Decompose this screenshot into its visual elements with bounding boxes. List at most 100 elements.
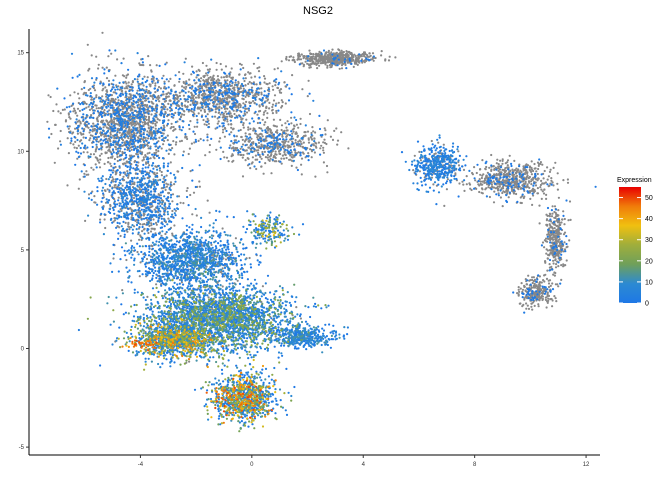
point bbox=[260, 87, 263, 90]
point bbox=[137, 123, 140, 126]
point bbox=[101, 89, 104, 92]
point bbox=[120, 303, 123, 306]
point bbox=[291, 156, 294, 159]
point bbox=[540, 288, 543, 291]
point bbox=[158, 136, 161, 139]
point bbox=[231, 128, 234, 131]
point bbox=[465, 183, 468, 186]
point bbox=[173, 153, 176, 156]
point bbox=[205, 80, 208, 83]
point bbox=[101, 95, 104, 98]
point bbox=[306, 62, 309, 65]
point bbox=[192, 94, 195, 97]
point bbox=[155, 240, 158, 243]
point bbox=[61, 108, 64, 111]
point bbox=[250, 82, 253, 85]
point bbox=[312, 55, 315, 58]
point bbox=[92, 141, 95, 144]
point bbox=[310, 52, 313, 56]
point bbox=[256, 146, 259, 149]
point bbox=[282, 157, 286, 160]
point bbox=[266, 83, 269, 86]
point bbox=[532, 169, 535, 173]
point bbox=[141, 121, 144, 124]
point bbox=[82, 151, 85, 154]
point bbox=[555, 263, 558, 266]
point bbox=[263, 150, 266, 153]
point bbox=[548, 258, 552, 262]
point bbox=[479, 173, 482, 176]
point bbox=[131, 182, 134, 185]
point bbox=[162, 106, 165, 109]
point bbox=[115, 114, 118, 118]
point bbox=[78, 140, 82, 143]
point bbox=[461, 180, 464, 183]
point bbox=[301, 146, 304, 149]
point bbox=[110, 52, 113, 55]
point bbox=[250, 356, 253, 359]
point bbox=[285, 126, 288, 129]
point bbox=[380, 50, 383, 53]
point bbox=[136, 250, 139, 254]
point bbox=[324, 57, 327, 60]
point bbox=[519, 287, 522, 290]
point bbox=[181, 113, 184, 116]
point bbox=[284, 122, 287, 125]
point bbox=[310, 156, 313, 159]
point bbox=[562, 233, 566, 236]
point bbox=[360, 55, 363, 58]
point bbox=[512, 181, 515, 184]
point bbox=[74, 127, 77, 130]
point bbox=[243, 79, 246, 83]
point bbox=[354, 61, 358, 64]
point bbox=[109, 204, 112, 208]
point bbox=[127, 176, 130, 179]
point bbox=[340, 56, 343, 59]
point bbox=[190, 142, 193, 145]
point bbox=[494, 187, 497, 190]
point bbox=[128, 269, 131, 272]
point bbox=[77, 151, 80, 154]
point bbox=[285, 85, 288, 88]
point bbox=[473, 166, 476, 169]
point bbox=[256, 151, 260, 154]
point bbox=[125, 76, 128, 79]
point bbox=[272, 118, 275, 121]
point bbox=[123, 75, 126, 78]
point bbox=[281, 140, 284, 143]
point bbox=[358, 61, 361, 64]
point bbox=[292, 59, 295, 62]
point bbox=[121, 107, 124, 111]
point bbox=[47, 94, 50, 97]
point bbox=[326, 119, 329, 122]
point bbox=[330, 58, 333, 61]
point bbox=[250, 137, 253, 140]
point bbox=[554, 161, 557, 164]
point bbox=[329, 135, 332, 138]
point bbox=[163, 294, 166, 298]
point bbox=[177, 99, 180, 103]
point bbox=[302, 141, 305, 144]
point bbox=[167, 119, 170, 122]
point bbox=[249, 167, 252, 170]
point bbox=[206, 74, 209, 77]
point bbox=[265, 146, 268, 149]
point bbox=[463, 189, 466, 192]
point bbox=[244, 113, 247, 116]
point bbox=[283, 151, 286, 154]
point bbox=[276, 67, 279, 70]
point bbox=[164, 99, 168, 102]
point bbox=[85, 102, 88, 106]
point bbox=[124, 80, 127, 83]
point bbox=[156, 118, 159, 121]
point bbox=[115, 148, 118, 151]
point bbox=[218, 105, 221, 108]
point bbox=[205, 72, 208, 75]
point bbox=[353, 53, 356, 56]
point bbox=[137, 82, 140, 85]
point bbox=[230, 147, 233, 150]
point bbox=[66, 137, 69, 140]
point bbox=[309, 63, 313, 66]
point bbox=[102, 119, 105, 122]
point bbox=[93, 195, 96, 198]
